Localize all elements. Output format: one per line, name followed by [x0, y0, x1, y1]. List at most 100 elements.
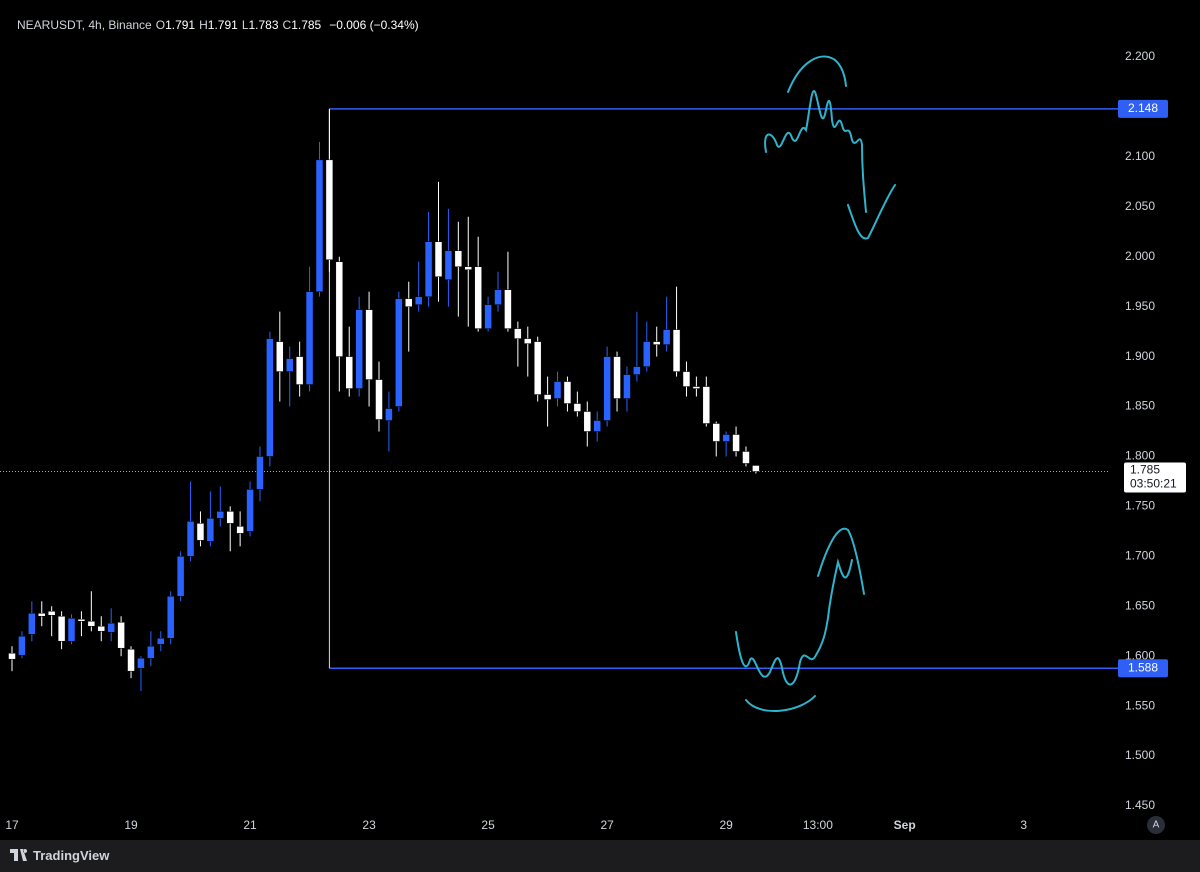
x-tick-label: 13:00	[803, 818, 833, 832]
background	[0, 0, 1200, 840]
candle-body	[732, 434, 740, 452]
x-tick-label: 3	[1020, 818, 1027, 832]
plot	[0, 108, 1120, 692]
candle-body	[652, 341, 661, 345]
symbol: NEARUSDT, 4h, Binance	[17, 18, 152, 32]
y-tick-label: 1.600	[1125, 648, 1155, 662]
candle-body	[484, 304, 492, 329]
x-tick-label: Sep	[894, 818, 916, 832]
candle-body	[553, 381, 562, 399]
candle-body	[672, 329, 681, 372]
ohlc-value: 1.791	[165, 18, 196, 32]
candle-body	[276, 341, 284, 372]
candle-body	[464, 266, 473, 270]
auto-button-bg	[1147, 816, 1165, 834]
candle-body	[77, 619, 86, 622]
candle-body	[186, 521, 195, 557]
y-tick-label: 1.850	[1125, 399, 1155, 413]
ohlc-value: 1.791	[207, 18, 238, 32]
candle-body	[563, 381, 572, 404]
candle-body	[166, 596, 175, 639]
candle-body	[494, 289, 502, 305]
candle-body	[226, 511, 234, 524]
y-tick-label: 1.900	[1125, 349, 1155, 363]
candle-body	[722, 434, 730, 442]
candle-body	[196, 523, 205, 541]
candle-body	[18, 635, 26, 656]
candle-body	[504, 289, 512, 329]
drawing-path	[745, 695, 816, 712]
drawings	[735, 55, 896, 712]
candle-body	[633, 366, 641, 375]
price-label: 2.148	[1128, 101, 1158, 115]
candle-body	[8, 652, 16, 660]
candle-body	[375, 379, 383, 420]
price-label: 1.588	[1128, 660, 1158, 674]
x-tick-label: 21	[243, 818, 257, 832]
candle-body	[315, 159, 324, 292]
y-tick-label: 1.800	[1125, 449, 1155, 463]
candle-body	[474, 266, 482, 329]
countdown: 03:50:21	[1130, 477, 1177, 491]
candle-body	[285, 358, 294, 372]
candle-body	[573, 403, 582, 412]
ohlc: O 1.791 H 1.791 L 1.783 C 1.785	[156, 18, 326, 32]
candle-body	[454, 250, 463, 267]
ohlc-value: 1.785	[291, 18, 322, 32]
drawing-path	[817, 527, 865, 595]
ohlc-label: O	[155, 18, 166, 32]
candle-body	[325, 159, 334, 260]
x-tick-label: 19	[124, 818, 138, 832]
y-tick-label: 2.050	[1125, 199, 1155, 213]
candle-body	[305, 291, 314, 385]
y-tick-label: 2.200	[1125, 49, 1155, 63]
drawing-path	[847, 184, 896, 240]
x-tick-label: 17	[5, 818, 19, 832]
header: NEARUSDT, 4h, Binance O 1.791 H 1.791 L 1.783…	[17, 18, 423, 32]
candle-body	[702, 386, 711, 424]
candle-body	[355, 309, 363, 389]
candle-body	[87, 621, 96, 627]
drawing-path	[787, 55, 847, 93]
candle-body	[414, 296, 423, 305]
candle-body	[345, 356, 353, 389]
ohlc-label: H	[199, 18, 208, 32]
candle-body	[256, 456, 264, 490]
candle-body	[682, 371, 691, 387]
ohlc-label: C	[282, 18, 292, 32]
candle-body	[216, 511, 225, 519]
y-tick-label: 1.950	[1125, 299, 1155, 313]
candle-body	[335, 261, 344, 357]
candle-body	[752, 465, 760, 472]
candle-body	[107, 622, 115, 633]
y-tick-label: 2.100	[1125, 149, 1155, 163]
drawing-path	[764, 90, 867, 213]
candle-body	[662, 329, 671, 345]
x-tick-label: 23	[362, 818, 376, 832]
price-label-box	[1118, 659, 1168, 678]
candle-body	[603, 356, 611, 421]
drawing-path	[735, 558, 853, 686]
candle-body	[444, 250, 453, 280]
candle-body	[67, 618, 76, 642]
candle-body	[514, 328, 522, 339]
candle-body	[147, 645, 155, 659]
auto-button[interactable]: A	[1153, 820, 1160, 831]
x-tick-label: 27	[600, 818, 614, 832]
candle-body	[157, 637, 165, 645]
axis-layer: 1.450 1.500 1.550 1.600 1.650 1.700 1.750 1.800…	[5, 49, 1186, 834]
candle-body	[712, 423, 720, 442]
candle-body	[385, 408, 393, 421]
y-tick-label: 1.550	[1125, 698, 1155, 712]
candle-body	[583, 411, 592, 432]
last-price-label: 1.785	[1130, 463, 1160, 477]
y-tick-label: 1.650	[1125, 598, 1155, 612]
logo	[10, 849, 28, 861]
y-tick-label: 1.750	[1125, 499, 1155, 513]
candle-body	[176, 556, 185, 597]
candle-body	[206, 518, 215, 542]
candle-body	[533, 341, 542, 395]
candle-body	[742, 451, 750, 464]
candle-body	[404, 298, 413, 307]
